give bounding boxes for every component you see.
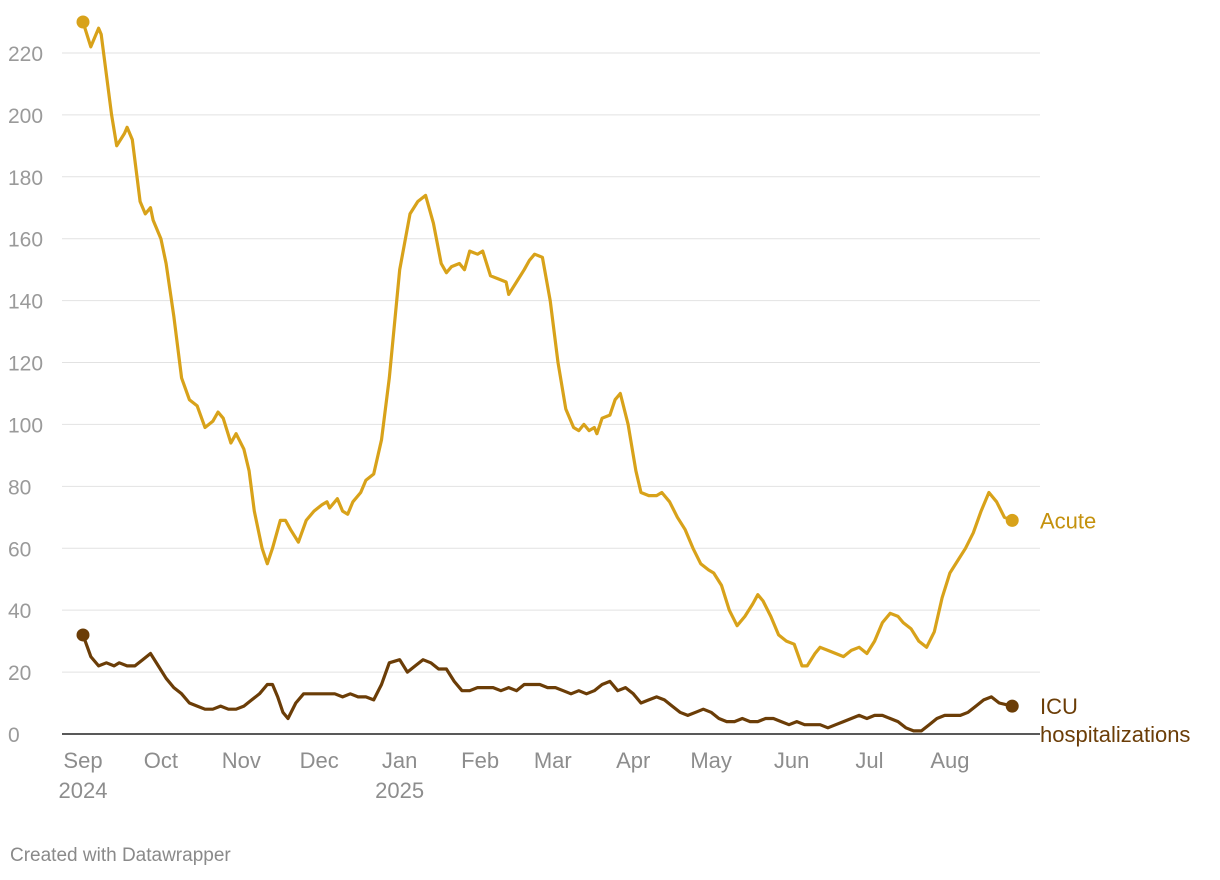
y-tick-label-40: 40	[8, 600, 31, 623]
x-tick-label-jul: Jul	[855, 748, 883, 773]
y-tick-label-200: 200	[8, 105, 43, 128]
x-axis-tick-labels: Sep 2024 Oct Nov Dec Jan 2025 Feb Mar Apr May Jun Ju…	[59, 748, 970, 803]
y-tick-label-180: 180	[8, 167, 43, 190]
icu-end-marker	[1005, 699, 1019, 713]
x-tick-year-2024: 2024	[59, 778, 108, 803]
x-tick-label-apr: Apr	[616, 748, 650, 773]
gridlines	[62, 52, 1040, 673]
y-tick-label-140: 140	[8, 291, 43, 314]
x-tick-label-may: May	[690, 748, 732, 773]
x-tick-label-jun: Jun	[774, 748, 809, 773]
y-tick-label-220: 220	[8, 43, 43, 66]
x-tick-label-sep: Sep	[63, 748, 102, 773]
acute-end-label: Acute	[1040, 508, 1096, 533]
x-tick-label-nov: Nov	[222, 748, 261, 773]
acute-start-marker	[76, 15, 90, 29]
y-tick-label-160: 160	[8, 229, 43, 252]
y-tick-label-80: 80	[8, 476, 31, 499]
y-tick-label-60: 60	[8, 538, 31, 561]
datawrapper-credit: Created with Datawrapper	[10, 845, 231, 866]
x-tick-year-2025: 2025	[375, 778, 424, 803]
y-tick-label-100: 100	[8, 414, 43, 437]
acute-series-line	[81, 20, 1014, 668]
icu-end-label-line-1: ICU	[1040, 694, 1078, 719]
x-tick-label-oct: Oct	[144, 748, 178, 773]
x-tick-label-jan: Jan	[382, 748, 417, 773]
y-tick-label-20: 20	[8, 662, 31, 685]
x-tick-label-dec: Dec	[300, 748, 339, 773]
x-tick-label-mar: Mar	[534, 748, 572, 773]
series-lines	[81, 20, 1014, 733]
x-tick-label-feb: Feb	[461, 748, 499, 773]
icu-series-line	[81, 633, 1014, 733]
y-axis-tick-labels: 0 20 40 60 80 100 120 140 160 180 200 220	[8, 43, 43, 747]
acute-end-marker	[1005, 513, 1019, 527]
x-tick-label-aug: Aug	[930, 748, 969, 773]
y-tick-label-120: 120	[8, 353, 43, 376]
endpoint-markers	[76, 15, 1019, 713]
y-tick-label-0: 0	[8, 724, 20, 747]
icu-start-marker	[76, 628, 90, 642]
icu-end-label-line-2: hospitalizations	[1040, 722, 1190, 747]
series-end-labels: Acute ICU hospitalizations	[1040, 508, 1190, 747]
